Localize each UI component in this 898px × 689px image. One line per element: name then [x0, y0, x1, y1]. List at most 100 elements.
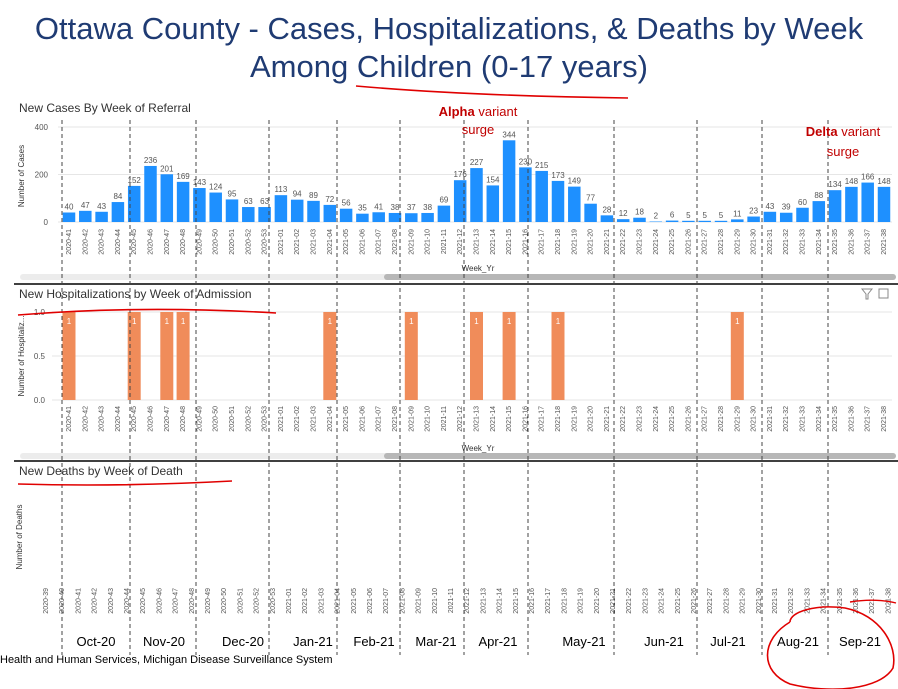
cases-data-label: 152: [128, 176, 142, 185]
month-label: Jan-21: [293, 634, 333, 649]
deaths-x-tick-label: 2021-33: [804, 588, 811, 614]
cases-data-label: 72: [325, 195, 334, 204]
hosp-x-tick-label: 2021-16: [522, 406, 529, 432]
hosp-x-tick-label: 2021-28: [718, 406, 725, 432]
cases-data-label: 63: [260, 197, 269, 206]
deaths-x-tick-label: 2021-13: [480, 588, 487, 614]
cases-data-label: 23: [749, 207, 758, 216]
deaths-x-tick-label: 2020-49: [205, 588, 212, 614]
delta-annotation: Delta variant: [806, 124, 881, 139]
hosp-y-tick-label: 0.5: [34, 352, 46, 361]
hosp-x-axis-label: Week_Yr: [462, 444, 495, 453]
cases-y-tick-label: 0: [44, 218, 49, 227]
cases-x-tick-label: 2021-19: [571, 229, 578, 255]
cases-bar: [877, 186, 891, 222]
cases-bar: [682, 220, 695, 222]
cases-x-tick-label: 2020-43: [99, 229, 106, 255]
cases-data-label: 169: [176, 172, 190, 181]
deaths-chart-title: New Deaths by Week of Death: [19, 464, 183, 478]
cases-x-tick-label: 2020-46: [148, 229, 155, 255]
hosp-x-tick-label: 2020-45: [131, 406, 138, 432]
cases-bar: [290, 199, 304, 222]
cases-x-tick-label: 2020-45: [131, 229, 138, 255]
cases-bar: [176, 181, 190, 222]
deaths-x-tick-label: 2020-46: [156, 588, 163, 614]
cases-bar: [633, 217, 646, 222]
cases-bar: [242, 207, 255, 222]
deaths-x-tick-label: 2021-30: [756, 588, 763, 614]
hosp-x-tick-label: 2021-17: [539, 406, 546, 432]
hosp-bar: [160, 312, 174, 400]
deaths-x-tick-label: 2021-29: [740, 588, 747, 614]
delta-annotation-bold: Delta: [806, 124, 839, 139]
cases-x-tick-label: 2020-41: [66, 229, 73, 255]
cases-data-label: 88: [814, 191, 823, 200]
cases-x-tick-label: 2021-38: [881, 229, 888, 255]
deaths-x-tick-label: 2020-39: [43, 588, 50, 614]
cases-x-tick-label: 2021-09: [408, 229, 415, 255]
hosp-x-tick-label: 2021-35: [832, 406, 839, 432]
hosp-x-tick-label: 2021-04: [327, 406, 334, 432]
hosp-x-tick-label: 2021-11: [441, 406, 448, 431]
cases-data-label: 148: [877, 177, 891, 186]
cases-bar: [502, 140, 516, 222]
deaths-x-tick-label: 2021-23: [642, 588, 649, 614]
hosp-x-tick-label: 2021-25: [669, 406, 676, 432]
hosp-bar: [502, 312, 516, 400]
cases-x-tick-label: 2021-10: [425, 229, 432, 255]
red-circle-aug-sep: [766, 606, 895, 689]
cases-chart: New Cases By Week of Referral 0 200 400 Numb…: [17, 101, 896, 280]
deaths-x-tick-label: 2021-20: [594, 588, 601, 614]
cases-data-label: 18: [635, 208, 644, 217]
alpha-annotation-line2: surge: [462, 122, 495, 137]
hosp-bar: [323, 312, 337, 400]
cases-bar: [551, 180, 565, 222]
cases-x-tick-label: 2021-24: [653, 229, 660, 255]
cases-data-label: 60: [798, 198, 807, 207]
cases-data-label: 166: [861, 173, 875, 182]
cases-bar: [62, 212, 76, 222]
cases-data-label: 154: [486, 175, 500, 184]
cases-bar: [861, 182, 874, 222]
cases-bar: [519, 167, 532, 222]
cases-data-label: 344: [502, 130, 516, 139]
deaths-x-tick-label: 2020-42: [92, 588, 99, 614]
deaths-x-tick-label: 2020-52: [254, 588, 261, 614]
cases-data-label: 6: [670, 211, 675, 220]
alpha-annotation: Alpha variant: [439, 104, 518, 119]
deaths-x-tick-label: 2021-31: [772, 588, 779, 614]
deaths-x-tick-label: 2021-02: [302, 588, 309, 614]
month-label: Nov-20: [143, 634, 185, 649]
cases-bar: [160, 174, 174, 222]
deaths-x-tick-label: 2021-11: [448, 588, 455, 613]
cases-data-label: 28: [602, 205, 611, 214]
cases-bar: [193, 188, 206, 222]
cases-x-tick-label: 2021-07: [376, 229, 383, 255]
cases-bar: [535, 170, 548, 222]
cases-data-label: 89: [309, 191, 318, 200]
hosp-x-tick-label: 2020-46: [148, 406, 155, 432]
hosp-x-tick-label: 2021-37: [865, 406, 872, 432]
cases-x-tick-label: 2021-25: [669, 229, 676, 255]
cases-bar: [95, 211, 108, 222]
cases-bar: [812, 201, 826, 222]
cases-x-tick-label: 2021-37: [865, 229, 872, 255]
cases-bar: [453, 180, 467, 222]
cases-bar: [111, 202, 125, 222]
hosp-x-tick-label: 2021-23: [637, 406, 644, 432]
cases-data-label: 5: [719, 211, 724, 220]
month-label: May-21: [562, 634, 605, 649]
cases-x-axis-label: Week_Yr: [462, 264, 495, 273]
hosp-x-tick-label: 2020-41: [66, 406, 73, 432]
hosp-x-tick-label: 2021-36: [848, 406, 855, 432]
cases-scrollbar-thumb: [384, 274, 896, 280]
hosp-x-tick-label: 2021-03: [311, 406, 318, 432]
hosp-x-tick-label: 2021-12: [457, 406, 464, 432]
hosp-bar: [62, 312, 76, 400]
cases-bar: [616, 219, 630, 222]
red-underline-hosp: [17, 308, 277, 316]
hosp-bar: [470, 312, 483, 400]
cases-data-label: 2: [654, 212, 659, 221]
hosp-y-tick-label: 0.0: [34, 396, 46, 405]
cases-data-label: 113: [275, 185, 288, 194]
